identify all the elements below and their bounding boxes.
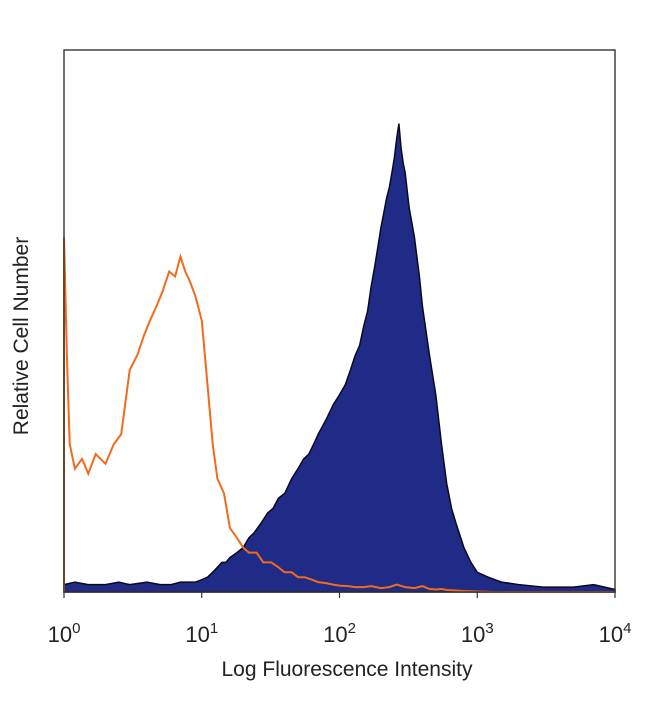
chart-marks [63, 123, 616, 593]
x-tick-label: 101 [185, 620, 218, 647]
series-filled-histogram [63, 123, 616, 593]
x-axis-ticks: 100 101 102 103 104 [48, 592, 632, 647]
x-tick-label: 103 [461, 620, 494, 647]
series-outline-histogram [63, 236, 615, 593]
x-axis-label: Log Fluorescence Intensity [222, 658, 473, 681]
x-tick-label: 102 [323, 620, 356, 647]
x-tick-label: 104 [599, 620, 632, 647]
y-axis-label: Relative Cell Number [10, 237, 33, 435]
x-tick-label: 100 [48, 620, 81, 647]
